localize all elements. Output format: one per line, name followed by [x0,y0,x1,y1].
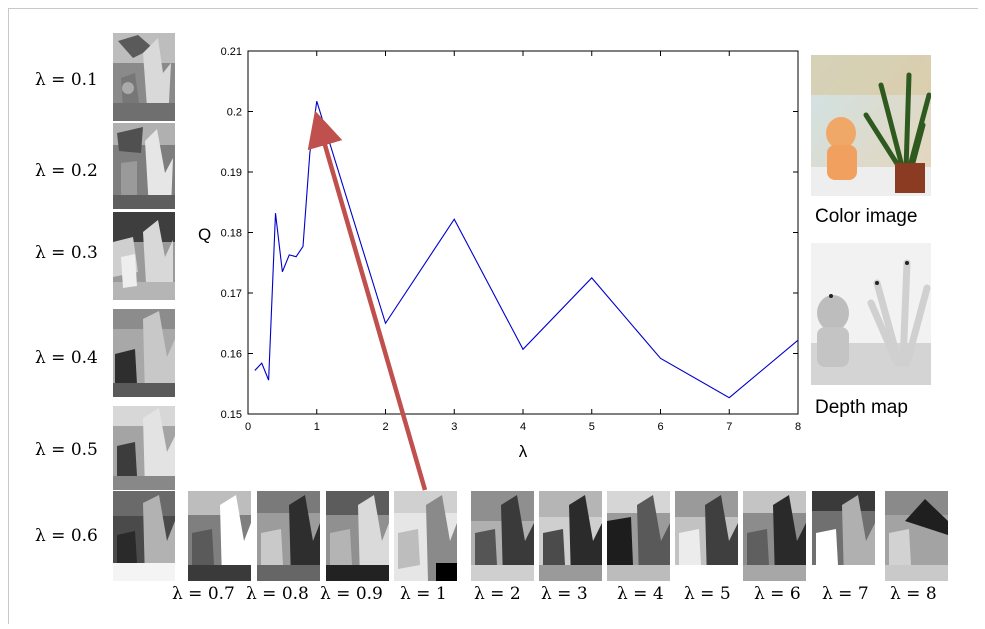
y-tick-label: 0.16 [221,349,242,361]
color-image-label: Color image [815,206,918,227]
x-tick-label: 6 [657,421,663,433]
lambda-label-4: λ = 4 [617,584,664,604]
segmentation-thumbnail-0.1 [113,33,175,121]
x-axis-label: λ [519,442,528,461]
x-tick-label: 0 [245,421,251,433]
lambda-label-0.7: λ = 0.7 [172,584,235,604]
lambda-label-0.2: λ = 0.2 [35,161,98,181]
color-image-photo [811,55,931,196]
lambda-label-5: λ = 5 [684,584,731,604]
x-tick-label: 7 [726,421,732,433]
lambda-label-0.8: λ = 0.8 [246,584,309,604]
axis-tick-labels: 0 1 2 3 4 5 6 7 8 0.15 0.16 0.17 0.18 0.19 0.2 0.21 [221,46,801,433]
segmentation-thumbnail-0.3 [113,212,175,300]
lambda-label-0.6: λ = 0.6 [35,526,98,546]
segmentation-thumbnail-1 [394,491,457,581]
y-axis-label: Q [198,225,211,244]
segmentation-thumbnail-2 [471,491,534,581]
x-tick-label: 1 [314,421,320,433]
depth-map-photo [811,243,931,385]
lambda-label-0.3: λ = 0.3 [35,243,98,263]
segmentation-thumbnail-7 [812,491,875,581]
y-tick-label: 0.2 [227,107,242,119]
y-tick-label: 0.21 [221,46,242,58]
segmentation-thumbnail-0.6 [113,491,175,581]
lambda-label-0.4: λ = 0.4 [35,348,98,368]
y-tick-label: 0.19 [221,167,242,179]
segmentation-thumbnail-5 [675,491,738,581]
segmentation-thumbnail-0.8 [257,491,320,581]
segmentation-thumbnail-4 [607,491,670,581]
segmentation-thumbnail-6 [743,491,806,581]
segmentation-thumbnail-0.4 [113,309,175,397]
frame-left-rule [8,8,9,624]
lambda-label-1: λ = 1 [400,584,447,604]
y-tick-label: 0.18 [221,228,242,240]
segmentation-thumbnail-3 [539,491,602,581]
arrow-annotation [307,110,428,491]
lambda-label-0.9: λ = 0.9 [320,584,383,604]
segmentation-thumbnail-0.9 [326,491,389,581]
lambda-label-0.5: λ = 0.5 [35,440,98,460]
lambda-label-8: λ = 8 [890,584,937,604]
axis-ticks [247,50,799,415]
x-tick-label: 2 [382,421,388,433]
segmentation-thumbnail-0.7 [188,491,251,581]
segmentation-thumbnail-0.2 [113,123,175,209]
lambda-label-0.1: λ = 0.1 [35,70,98,90]
lambda-label-3: λ = 3 [541,584,588,604]
x-tick-label: 8 [795,421,801,433]
lambda-label-2: λ = 2 [474,584,521,604]
y-tick-label: 0.17 [221,288,242,300]
plot-area-frame [247,50,799,415]
x-tick-label: 3 [451,421,457,433]
x-tick-label: 4 [520,421,526,433]
q-series-line [254,101,799,399]
depth-map-label: Depth map [815,397,908,418]
segmentation-thumbnail-8 [885,491,948,581]
frame-top-rule [8,8,978,9]
lambda-label-6: λ = 6 [754,584,801,604]
lambda-label-7: λ = 7 [822,584,869,604]
segmentation-thumbnail-0.5 [113,406,175,490]
y-tick-label: 0.15 [221,409,242,421]
x-tick-label: 5 [589,421,595,433]
